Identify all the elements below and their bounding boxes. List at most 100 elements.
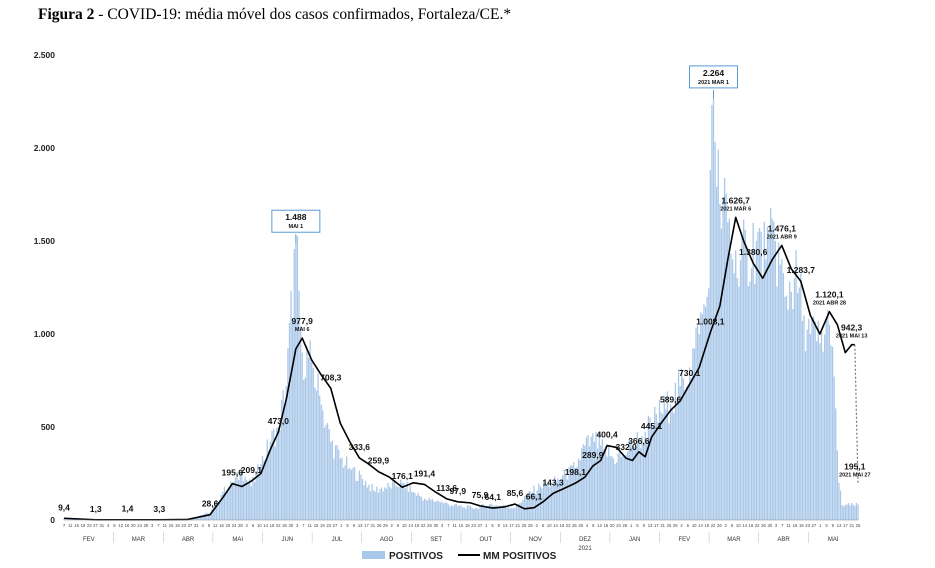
- figure-title-text: - COVID-19: média móvel dos casos confir…: [94, 6, 512, 23]
- bar: [398, 487, 400, 520]
- x-day-tick: 19: [465, 523, 470, 528]
- bar: [766, 226, 769, 520]
- x-day-tick: 24: [232, 523, 237, 528]
- bar: [820, 330, 823, 520]
- bar: [601, 439, 603, 520]
- x-day-tick: 26: [572, 523, 577, 528]
- x-day-tick: 4: [201, 523, 204, 528]
- bar: [844, 505, 846, 520]
- bar: [444, 502, 446, 520]
- x-day-tick: 17: [843, 523, 848, 528]
- x-day-tick: 1: [819, 523, 822, 528]
- x-month-label: OUT: [479, 537, 492, 543]
- bar: [454, 504, 456, 520]
- bar: [808, 318, 810, 520]
- x-day-tick: 2: [535, 523, 538, 528]
- x-day-tick: 15: [459, 523, 464, 528]
- x-day-tick: 10: [547, 523, 552, 528]
- bar: [819, 343, 821, 520]
- bar: [787, 309, 789, 520]
- bar: [477, 509, 480, 520]
- bar: [380, 487, 383, 520]
- x-day-tick: 10: [736, 523, 741, 528]
- bar: [841, 505, 843, 520]
- bar: [733, 273, 735, 520]
- bar: [789, 281, 791, 520]
- bar: [628, 439, 630, 520]
- bar: [650, 423, 653, 520]
- bar: [257, 464, 259, 520]
- annotation: 75,9: [472, 490, 489, 500]
- bar: [563, 469, 565, 520]
- bar: [671, 409, 673, 520]
- bar: [825, 318, 827, 520]
- bar: [245, 479, 248, 520]
- bar: [199, 515, 202, 520]
- bar: [712, 98, 715, 521]
- bar: [425, 499, 427, 520]
- bar: [449, 506, 451, 520]
- bar: [595, 431, 597, 520]
- bar: [719, 203, 721, 521]
- bar: [292, 321, 294, 520]
- bar: [306, 346, 308, 520]
- bar: [735, 250, 737, 520]
- bar: [606, 456, 608, 520]
- bar: [244, 476, 246, 520]
- x-day-tick: 7: [63, 523, 66, 528]
- bar: [565, 475, 567, 520]
- bar: [833, 376, 835, 520]
- bar: [218, 500, 221, 520]
- x-day-tick: 25: [856, 523, 861, 528]
- bar: [566, 479, 569, 520]
- x-day-tick: 19: [81, 523, 86, 528]
- x-day-tick: 2: [246, 523, 249, 528]
- bar: [495, 504, 497, 520]
- x-day-tick: 30: [289, 523, 294, 528]
- bar: [811, 318, 813, 520]
- annotation: 1,4: [122, 504, 134, 514]
- bar: [231, 484, 233, 520]
- bar: [763, 221, 765, 521]
- bar: [665, 409, 667, 520]
- bar: [608, 446, 610, 520]
- bar: [234, 477, 237, 520]
- bar: [795, 250, 797, 520]
- bar: [827, 309, 829, 520]
- bar: [496, 506, 499, 520]
- bar: [476, 507, 478, 520]
- bar: [469, 505, 472, 520]
- bar: [215, 499, 218, 520]
- bar: [773, 221, 775, 520]
- bar: [612, 458, 615, 520]
- bar: [558, 480, 561, 520]
- bar: [611, 456, 613, 520]
- annotation-value: 473,0: [268, 416, 290, 426]
- bar: [577, 458, 580, 520]
- bar: [781, 259, 783, 520]
- x-day-tick: 27: [812, 523, 817, 528]
- x-month-label: MAR: [727, 537, 741, 543]
- bar: [655, 413, 657, 520]
- x-month-label: AGO: [380, 537, 394, 543]
- bar: [303, 379, 305, 520]
- bar: [430, 499, 432, 520]
- bar: [809, 334, 811, 520]
- bar: [214, 503, 216, 520]
- annotation-value: 1.008,1: [696, 316, 725, 326]
- bar: [647, 415, 650, 520]
- bar: [317, 373, 319, 520]
- annotation: 1.380,6: [739, 247, 768, 257]
- bar: [768, 231, 770, 521]
- annotation-date: 2021 MAR 6: [720, 206, 751, 212]
- x-day-tick: 8: [113, 523, 116, 528]
- bar: [212, 506, 214, 520]
- callout-value: 1.488: [285, 212, 307, 222]
- bar: [412, 492, 414, 520]
- x-day-tick: 6: [687, 523, 690, 528]
- bar: [439, 502, 441, 520]
- annotation-value: 198,1: [565, 467, 587, 477]
- x-day-tick: 21: [370, 523, 375, 528]
- annotation: 64,1: [484, 492, 501, 502]
- bar: [711, 105, 713, 521]
